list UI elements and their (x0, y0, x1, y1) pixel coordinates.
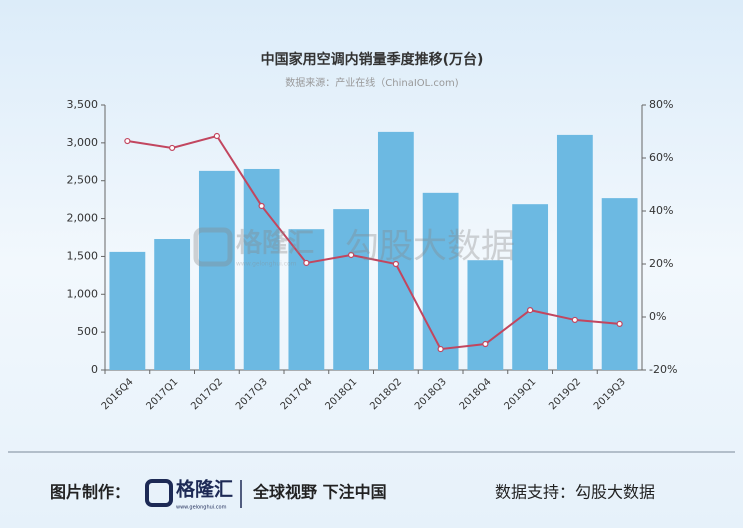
footer-data-support: 数据支持：勾股大数据 (495, 483, 655, 502)
y-tick-label: 3,000 (67, 136, 99, 149)
footer-made-by: 图片制作： (50, 483, 130, 502)
bar (377, 131, 414, 370)
watermark-logo: 格隆汇 (236, 228, 314, 259)
line-point (571, 316, 578, 324)
y2-tick-label: 80% (649, 98, 673, 111)
line (127, 134, 620, 351)
y-tick-label: 0 (91, 363, 98, 376)
bar (556, 134, 593, 370)
bar (422, 192, 459, 370)
line-point (437, 345, 444, 353)
footer-slogan: 全球视野 下注中国 (252, 483, 387, 502)
watermark-brand: 勾股大数据 (345, 227, 515, 267)
bar (243, 168, 280, 370)
line-point (482, 340, 489, 348)
watermark-url: www.gelonghui.com (236, 261, 297, 268)
chart-subtitle: 数据来源：产业在线（ChinaIOL.com) (285, 76, 458, 89)
y-tick-label: 500 (77, 325, 98, 338)
bar (288, 229, 325, 370)
bar (198, 170, 235, 370)
line-point (348, 251, 355, 259)
footer-logo: 格隆汇 (176, 478, 233, 501)
line-point (169, 144, 176, 152)
line-point (213, 132, 220, 140)
line-point (616, 320, 623, 327)
y-tick-label: 1,000 (67, 287, 99, 300)
watermark-icon (193, 227, 233, 267)
line-point (124, 137, 131, 145)
bar (467, 260, 504, 370)
bar (333, 209, 370, 370)
y2-tick-label: 60% (649, 151, 673, 164)
y-tick-label: 3,500 (67, 98, 99, 111)
y-tick-label: 1,500 (67, 249, 99, 262)
y2-tick-label: -20% (649, 363, 677, 376)
bar (512, 204, 549, 370)
line-point (527, 307, 534, 314)
y-tick-label: 2,500 (67, 174, 99, 187)
line-point (303, 259, 310, 267)
y2-tick-label: 40% (649, 204, 673, 217)
watermark: 格隆汇 www.gelonghui.com 勾股大数据 (193, 227, 515, 268)
line-point (392, 260, 399, 268)
bar (154, 239, 191, 370)
chart-title: 中国家用空调内销量季度推移(万台) (261, 51, 484, 68)
bar (109, 251, 146, 370)
y2-tick-label: 20% (649, 257, 673, 270)
y-tick-label: 2,000 (67, 212, 99, 225)
y2-tick-label: 0% (649, 310, 666, 323)
bar (601, 198, 638, 370)
footer-logo-icon (145, 479, 173, 507)
line-point (258, 202, 265, 210)
footer-url: www.gelonghui.com (176, 505, 227, 511)
